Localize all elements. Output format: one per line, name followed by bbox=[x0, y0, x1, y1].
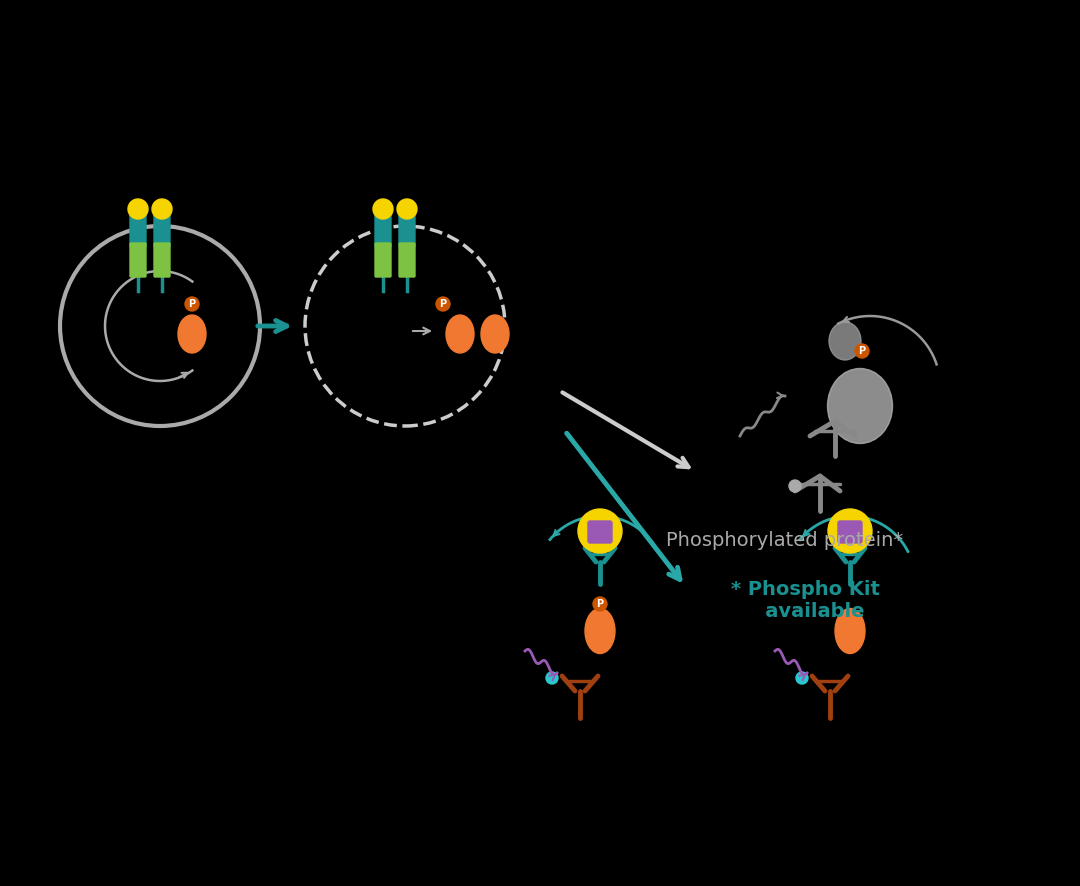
Circle shape bbox=[828, 509, 872, 553]
Ellipse shape bbox=[585, 609, 615, 654]
Text: * Phospho Kit
   available: * Phospho Kit available bbox=[730, 580, 879, 621]
Ellipse shape bbox=[481, 315, 509, 353]
Circle shape bbox=[152, 199, 172, 219]
FancyBboxPatch shape bbox=[588, 521, 612, 543]
FancyBboxPatch shape bbox=[399, 207, 415, 247]
Ellipse shape bbox=[829, 322, 861, 360]
FancyBboxPatch shape bbox=[130, 207, 146, 247]
Ellipse shape bbox=[178, 315, 206, 353]
Circle shape bbox=[436, 297, 450, 311]
Ellipse shape bbox=[827, 369, 892, 444]
FancyBboxPatch shape bbox=[154, 207, 170, 247]
Circle shape bbox=[397, 199, 417, 219]
FancyBboxPatch shape bbox=[838, 521, 862, 543]
FancyBboxPatch shape bbox=[154, 243, 170, 277]
Circle shape bbox=[578, 509, 622, 553]
Circle shape bbox=[796, 672, 808, 684]
FancyBboxPatch shape bbox=[375, 207, 391, 247]
Circle shape bbox=[855, 344, 869, 358]
Circle shape bbox=[129, 199, 148, 219]
FancyBboxPatch shape bbox=[399, 243, 415, 277]
Circle shape bbox=[593, 597, 607, 611]
Text: P: P bbox=[440, 299, 446, 309]
Circle shape bbox=[546, 672, 558, 684]
Ellipse shape bbox=[446, 315, 474, 353]
Circle shape bbox=[373, 199, 393, 219]
FancyBboxPatch shape bbox=[375, 243, 391, 277]
FancyBboxPatch shape bbox=[130, 243, 146, 277]
Ellipse shape bbox=[835, 609, 865, 654]
Circle shape bbox=[789, 480, 801, 492]
Text: Phosphorylated protein*: Phosphorylated protein* bbox=[666, 532, 904, 550]
Text: P: P bbox=[596, 599, 604, 609]
Text: P: P bbox=[188, 299, 195, 309]
Text: P: P bbox=[859, 346, 865, 356]
Circle shape bbox=[185, 297, 199, 311]
